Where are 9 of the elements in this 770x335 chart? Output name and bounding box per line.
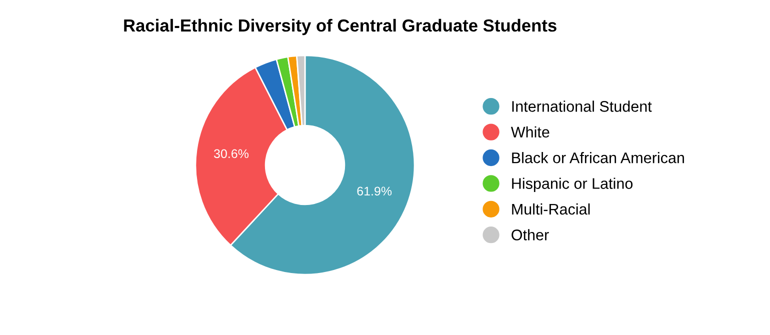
chart-title: Racial-Ethnic Diversity of Central Graduate Students	[124, 18, 556, 36]
legend-label: Multi-Racial	[512, 203, 590, 215]
legend-label: White	[510, 126, 550, 138]
legend-label: Hispanic or Latino	[512, 178, 633, 192]
legend-label: Black or African American	[512, 152, 684, 164]
data-label: 61.9%	[357, 186, 392, 196]
legend-label: International Student	[512, 100, 652, 112]
data-label: 30.6%	[214, 149, 249, 158]
legend-label: Other	[512, 229, 549, 240]
